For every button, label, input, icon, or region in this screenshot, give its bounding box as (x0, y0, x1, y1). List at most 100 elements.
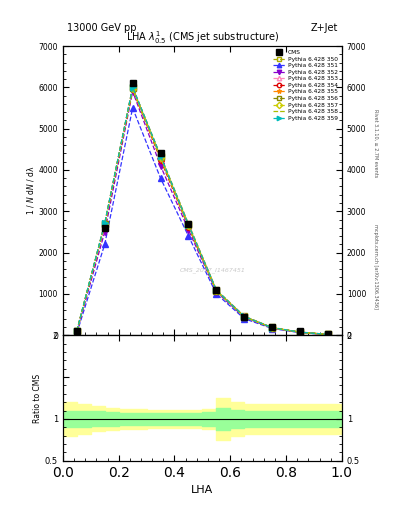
Line: Pythia 6.428 350: Pythia 6.428 350 (74, 84, 331, 337)
Pythia 6.428 356 (326, 331, 331, 337)
Pythia 6.428 353 (298, 329, 303, 335)
Line: Pythia 6.428 351: Pythia 6.428 351 (74, 105, 331, 337)
Line: Pythia 6.428 358: Pythia 6.428 358 (77, 88, 328, 334)
Pythia 6.428 350 (270, 325, 275, 331)
Text: Rivet 3.1.10, ≥ 2.7M events: Rivet 3.1.10, ≥ 2.7M events (373, 109, 378, 178)
Pythia 6.428 352 (242, 314, 247, 321)
Pythia 6.428 357 (102, 221, 107, 227)
Pythia 6.428 359 (326, 331, 331, 337)
Pythia 6.428 358 (242, 313, 247, 319)
Pythia 6.428 353 (270, 325, 275, 331)
Pythia 6.428 350 (102, 221, 107, 227)
Pythia 6.428 353 (242, 313, 247, 319)
Pythia 6.428 357 (242, 314, 247, 320)
Pythia 6.428 354 (102, 223, 107, 229)
CMS (326, 331, 331, 337)
Line: Pythia 6.428 353: Pythia 6.428 353 (74, 84, 331, 337)
Pythia 6.428 357 (186, 223, 191, 229)
Pythia 6.428 352 (186, 227, 191, 233)
Pythia 6.428 350 (130, 84, 135, 91)
Line: Pythia 6.428 356: Pythia 6.428 356 (74, 86, 331, 337)
Pythia 6.428 358 (186, 222, 191, 228)
Pythia 6.428 351 (270, 326, 275, 332)
Pythia 6.428 351 (298, 330, 303, 336)
Line: CMS: CMS (74, 80, 331, 337)
CMS (186, 221, 191, 227)
Pythia 6.428 351 (186, 233, 191, 239)
Pythia 6.428 355 (186, 222, 191, 228)
Pythia 6.428 358 (214, 287, 219, 293)
Pythia 6.428 350 (298, 329, 303, 335)
Pythia 6.428 354 (186, 224, 191, 230)
Pythia 6.428 359 (186, 222, 191, 228)
X-axis label: LHA: LHA (191, 485, 213, 495)
Pythia 6.428 354 (214, 288, 219, 294)
Pythia 6.428 356 (242, 313, 247, 319)
Pythia 6.428 350 (326, 331, 331, 337)
Pythia 6.428 353 (158, 155, 163, 161)
Line: Pythia 6.428 357: Pythia 6.428 357 (75, 87, 330, 336)
Pythia 6.428 358 (270, 325, 275, 331)
Pythia 6.428 356 (214, 287, 219, 293)
Pythia 6.428 354 (75, 328, 79, 334)
CMS (75, 328, 79, 334)
Pythia 6.428 353 (214, 287, 219, 293)
Pythia 6.428 353 (75, 328, 79, 334)
Pythia 6.428 359 (75, 328, 79, 334)
Pythia 6.428 357 (75, 328, 79, 334)
Pythia 6.428 351 (158, 175, 163, 181)
Pythia 6.428 355 (326, 331, 331, 337)
Title: LHA $\lambda^{1}_{0.5}$ (CMS jet substructure): LHA $\lambda^{1}_{0.5}$ (CMS jet substru… (126, 29, 279, 46)
Pythia 6.428 353 (186, 221, 191, 227)
Pythia 6.428 358 (158, 154, 163, 160)
Pythia 6.428 355 (102, 221, 107, 227)
Pythia 6.428 353 (326, 331, 331, 337)
Pythia 6.428 351 (130, 105, 135, 111)
Pythia 6.428 359 (270, 325, 275, 331)
Pythia 6.428 354 (242, 314, 247, 320)
Pythia 6.428 354 (298, 329, 303, 335)
CMS (158, 151, 163, 157)
Pythia 6.428 355 (298, 329, 303, 335)
Pythia 6.428 358 (102, 221, 107, 227)
Pythia 6.428 356 (186, 222, 191, 228)
Pythia 6.428 359 (158, 153, 163, 159)
Pythia 6.428 358 (298, 329, 303, 335)
Pythia 6.428 355 (214, 287, 219, 293)
Pythia 6.428 353 (130, 84, 135, 91)
Legend: CMS, Pythia 6.428 350, Pythia 6.428 351, Pythia 6.428 352, Pythia 6.428 353, Pyt: CMS, Pythia 6.428 350, Pythia 6.428 351,… (272, 49, 339, 122)
Pythia 6.428 351 (326, 332, 331, 338)
Pythia 6.428 358 (75, 328, 79, 334)
Pythia 6.428 354 (130, 87, 135, 93)
Text: mcplots.cern.ch [arXiv:1306.3436]: mcplots.cern.ch [arXiv:1306.3436] (373, 224, 378, 309)
Pythia 6.428 359 (298, 329, 303, 335)
Pythia 6.428 350 (186, 221, 191, 227)
Pythia 6.428 356 (75, 328, 79, 334)
Pythia 6.428 355 (158, 153, 163, 159)
Pythia 6.428 355 (270, 325, 275, 331)
Pythia 6.428 350 (158, 153, 163, 159)
CMS (130, 80, 135, 87)
Text: 13000 GeV pp: 13000 GeV pp (67, 23, 136, 33)
Pythia 6.428 352 (102, 229, 107, 235)
Y-axis label: $\mathrm{1\ /\ \mathit{N}\ d\mathit{N}\ /\ d\lambda}$: $\mathrm{1\ /\ \mathit{N}\ d\mathit{N}\ … (25, 166, 36, 216)
Text: Z+Jet: Z+Jet (310, 23, 338, 33)
Pythia 6.428 357 (158, 155, 163, 161)
CMS (242, 313, 247, 319)
Pythia 6.428 352 (270, 325, 275, 331)
Pythia 6.428 351 (214, 291, 219, 297)
CMS (102, 225, 107, 231)
CMS (214, 287, 219, 293)
Line: Pythia 6.428 352: Pythia 6.428 352 (74, 89, 331, 337)
Line: Pythia 6.428 354: Pythia 6.428 354 (74, 87, 331, 337)
Pythia 6.428 357 (270, 325, 275, 331)
CMS (298, 328, 303, 334)
Pythia 6.428 354 (270, 325, 275, 331)
Pythia 6.428 354 (158, 157, 163, 163)
Pythia 6.428 356 (298, 329, 303, 335)
Pythia 6.428 355 (130, 84, 135, 91)
Pythia 6.428 358 (130, 85, 135, 91)
Line: Pythia 6.428 355: Pythia 6.428 355 (73, 84, 331, 338)
Pythia 6.428 357 (326, 331, 331, 337)
Pythia 6.428 351 (75, 330, 79, 336)
